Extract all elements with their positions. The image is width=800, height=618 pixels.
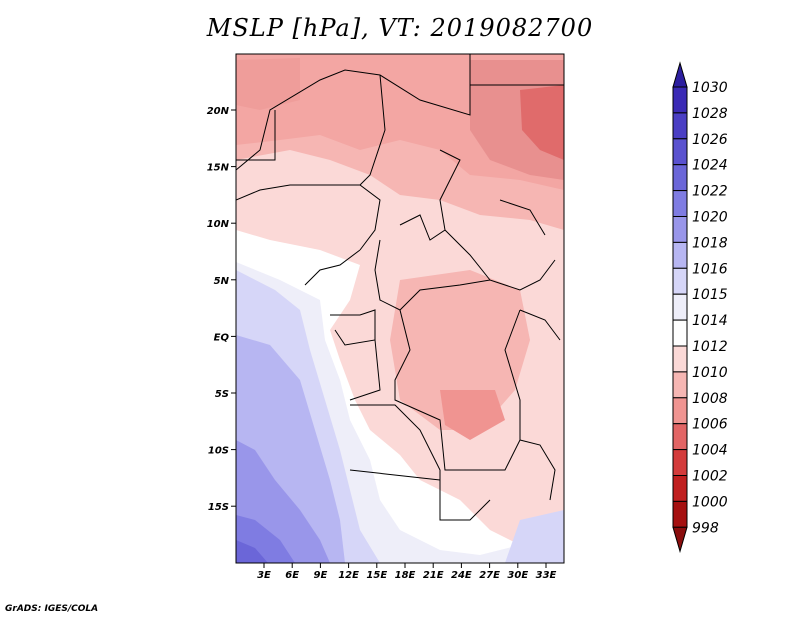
colorbar-label: 1015 — [692, 287, 728, 303]
colorbar-label: 1004 — [692, 443, 728, 459]
lat-label: 5N — [214, 276, 230, 287]
colorbar-swatch — [672, 267, 688, 295]
lat-label: EQ — [214, 332, 230, 343]
colorbar-swatch — [672, 449, 688, 477]
latitude-axis: 20N 15N 10N 5N EQ 5S 10S 15S — [207, 106, 236, 513]
colorbar-swatch — [672, 86, 688, 114]
colorbar-label: 1028 — [692, 106, 728, 122]
colorbar-swatch — [672, 319, 688, 347]
lat-label: 10N — [207, 219, 230, 230]
map-frame — [235, 53, 565, 564]
grads-credit: GrADS: IGES/COLA — [5, 604, 99, 614]
colorbar-swatch — [672, 371, 688, 399]
colorbar-swatch — [672, 397, 688, 425]
colorbar-label: 1020 — [692, 210, 728, 226]
lon-label: 15E — [366, 570, 387, 581]
colorbar-swatch — [672, 241, 688, 269]
lat-label: 10S — [208, 446, 229, 457]
colorbar-bottom-arrow — [672, 526, 688, 554]
pressure-field — [236, 54, 564, 563]
colorbar-label: 1026 — [692, 132, 728, 148]
lon-label: 18E — [395, 570, 416, 581]
colorbar-label: 998 — [692, 520, 719, 536]
colorbar-label: 1030 — [692, 80, 728, 96]
colorbar-swatch — [672, 423, 688, 451]
colorbar-label: 1012 — [692, 339, 728, 355]
colorbar-label: 1018 — [692, 235, 728, 251]
lon-label: 12E — [338, 570, 359, 581]
lat-label: 5S — [215, 389, 229, 400]
colorbar-label: 1000 — [692, 494, 728, 510]
colorbar-label: 1008 — [692, 391, 728, 407]
lon-label: 24E — [451, 570, 472, 581]
colorbar-label: 1006 — [692, 417, 728, 433]
colorbar-label: 1022 — [692, 184, 728, 200]
lon-label: 6E — [285, 570, 299, 581]
lat-label: 15S — [208, 502, 229, 513]
lon-label: 33E — [536, 570, 557, 581]
colorbar-label: 1016 — [692, 261, 728, 277]
colorbar-swatch — [672, 216, 688, 243]
colorbar-swatch — [672, 345, 688, 373]
longitude-axis: 3E 6E 9E 12E 15E 18E 21E 24E 27E 30E 33E — [257, 563, 557, 581]
colorbar-label: 1010 — [692, 365, 728, 381]
colorbar-swatch — [672, 164, 688, 192]
colorbar-label: 1014 — [692, 313, 728, 329]
map-title: MSLP [hPa], VT: 2019082700 — [206, 14, 594, 42]
colorbar-swatch — [672, 293, 688, 321]
lon-label: 9E — [314, 570, 328, 581]
lat-label: 20N — [207, 106, 230, 117]
colorbar-swatch — [672, 112, 688, 140]
country-borders — [236, 54, 564, 521]
colorbar-label: 1024 — [692, 158, 728, 174]
colorbar-swatch — [672, 190, 688, 218]
colorbar-swatch — [672, 475, 688, 502]
colorbar-label: 1002 — [692, 469, 728, 485]
lon-label: 21E — [423, 570, 444, 581]
lon-label: 3E — [257, 570, 271, 581]
lat-label: 15N — [207, 163, 230, 174]
colorbar-swatch — [672, 500, 688, 528]
lon-label: 30E — [507, 570, 528, 581]
pressure-colorbar: 1030 1028 1026 1024 1022 1020 1018 1016 1015 1014… — [672, 61, 728, 554]
lon-label: 27E — [479, 570, 500, 581]
colorbar-swatch — [672, 138, 688, 166]
colorbar-top-arrow — [672, 61, 688, 88]
